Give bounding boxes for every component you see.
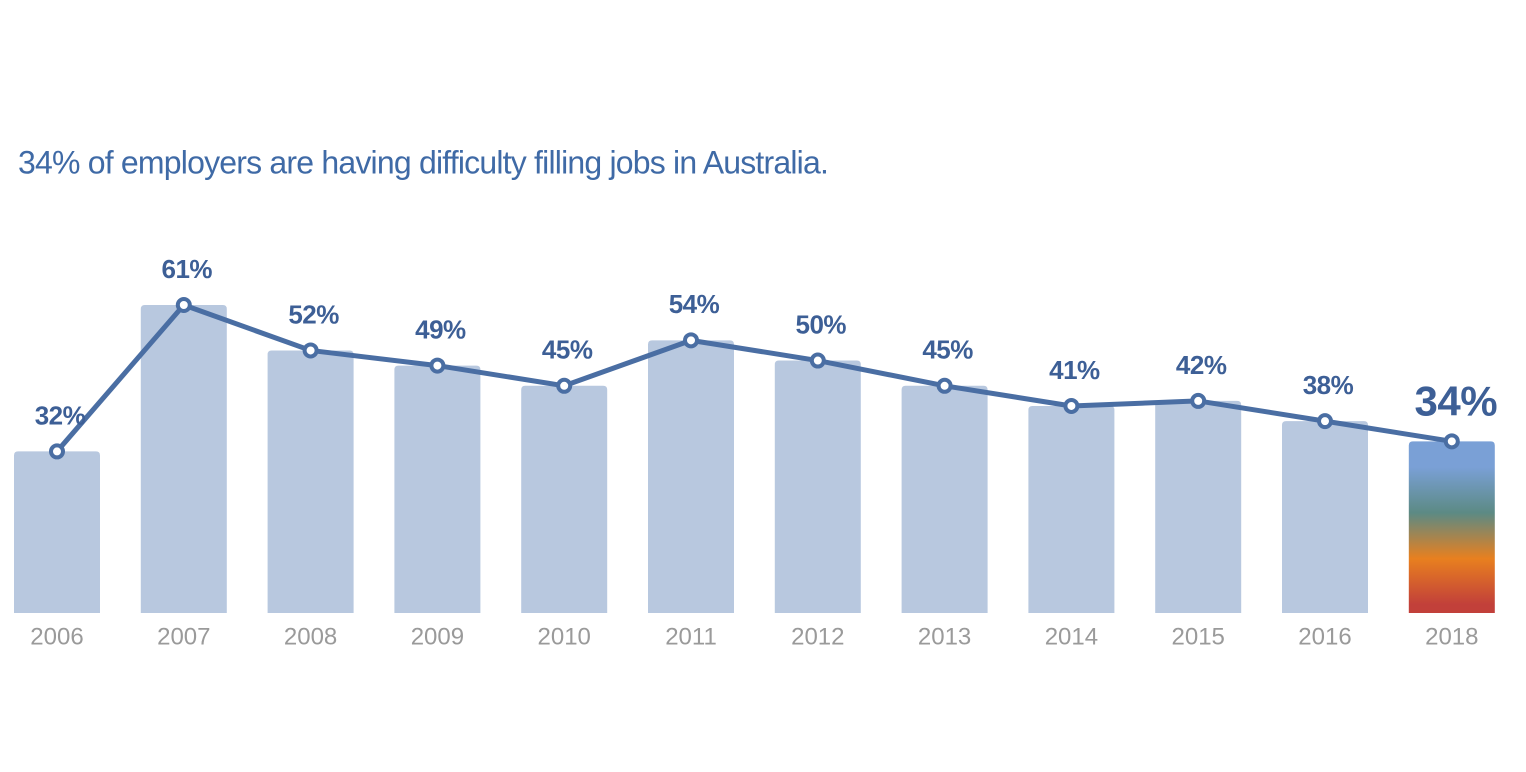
x-tick-label: 2011 [665, 623, 717, 650]
x-tick-label: 2010 [538, 623, 591, 650]
data-label: 61% [162, 254, 213, 284]
x-tick-label: 2015 [1172, 623, 1225, 650]
data-label: 41% [1049, 355, 1100, 385]
bar [14, 451, 100, 613]
point-marker [556, 377, 573, 394]
point-marker [683, 332, 699, 349]
chart-title: 34% of employers are having difficulty f… [18, 144, 828, 180]
data-label: 50% [796, 309, 847, 339]
point-marker [809, 352, 826, 369]
x-tick-label: 2013 [918, 623, 971, 650]
data-label: 54% [669, 289, 720, 319]
x-tick-label: 2014 [1045, 623, 1098, 650]
point-marker [175, 297, 192, 313]
point-marker [302, 342, 319, 359]
x-tick-label: 2018 [1425, 623, 1478, 650]
x-tick-label: 2008 [284, 623, 337, 650]
bar [1155, 400, 1242, 613]
data-label: 38% [1303, 370, 1354, 400]
bar [901, 385, 988, 613]
bar [140, 305, 227, 613]
bar [521, 385, 608, 613]
bar [774, 360, 861, 613]
x-tick-label: 2006 [30, 623, 83, 650]
point-marker [1190, 392, 1207, 409]
bar [1028, 405, 1115, 613]
bar [1408, 441, 1495, 613]
bar [1282, 421, 1368, 613]
x-tick-label: 2009 [411, 623, 464, 650]
point-marker [1063, 397, 1080, 414]
x-tick-label: 2007 [157, 623, 210, 650]
bar [648, 340, 734, 613]
data-label: 49% [415, 314, 466, 344]
bar [267, 350, 354, 613]
data-label: 34% [1415, 377, 1498, 424]
trend-line [55, 302, 1453, 454]
data-label: 52% [288, 299, 339, 329]
data-label: 32% [35, 400, 86, 430]
x-tick-label: 2016 [1298, 623, 1351, 650]
bar [394, 365, 481, 613]
point-marker [1317, 413, 1333, 430]
data-label: 45% [542, 335, 593, 365]
data-label: 45% [922, 335, 973, 365]
point-marker [429, 357, 446, 374]
x-tick-label: 2012 [791, 623, 844, 650]
point-marker [49, 443, 65, 460]
point-marker [1443, 433, 1460, 450]
point-marker [936, 377, 953, 394]
data-label: 42% [1176, 350, 1227, 380]
